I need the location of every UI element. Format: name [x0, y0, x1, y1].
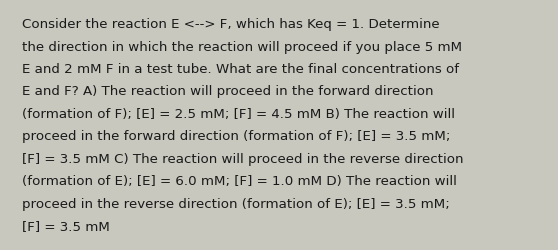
Text: proceed in the forward direction (formation of F); [E] = 3.5 mM;: proceed in the forward direction (format… — [22, 130, 450, 143]
Text: [F] = 3.5 mM C) The reaction will proceed in the reverse direction: [F] = 3.5 mM C) The reaction will procee… — [22, 152, 464, 165]
Text: [F] = 3.5 mM: [F] = 3.5 mM — [22, 220, 110, 232]
Text: Consider the reaction E <--> F, which has Keq = 1. Determine: Consider the reaction E <--> F, which ha… — [22, 18, 440, 31]
Text: the direction in which the reaction will proceed if you place 5 mM: the direction in which the reaction will… — [22, 40, 462, 53]
Text: E and 2 mM F in a test tube. What are the final concentrations of: E and 2 mM F in a test tube. What are th… — [22, 63, 459, 76]
Text: E and F? A) The reaction will proceed in the forward direction: E and F? A) The reaction will proceed in… — [22, 85, 434, 98]
Text: (formation of E); [E] = 6.0 mM; [F] = 1.0 mM D) The reaction will: (formation of E); [E] = 6.0 mM; [F] = 1.… — [22, 175, 457, 188]
Text: proceed in the reverse direction (formation of E); [E] = 3.5 mM;: proceed in the reverse direction (format… — [22, 197, 450, 210]
Text: (formation of F); [E] = 2.5 mM; [F] = 4.5 mM B) The reaction will: (formation of F); [E] = 2.5 mM; [F] = 4.… — [22, 108, 455, 120]
